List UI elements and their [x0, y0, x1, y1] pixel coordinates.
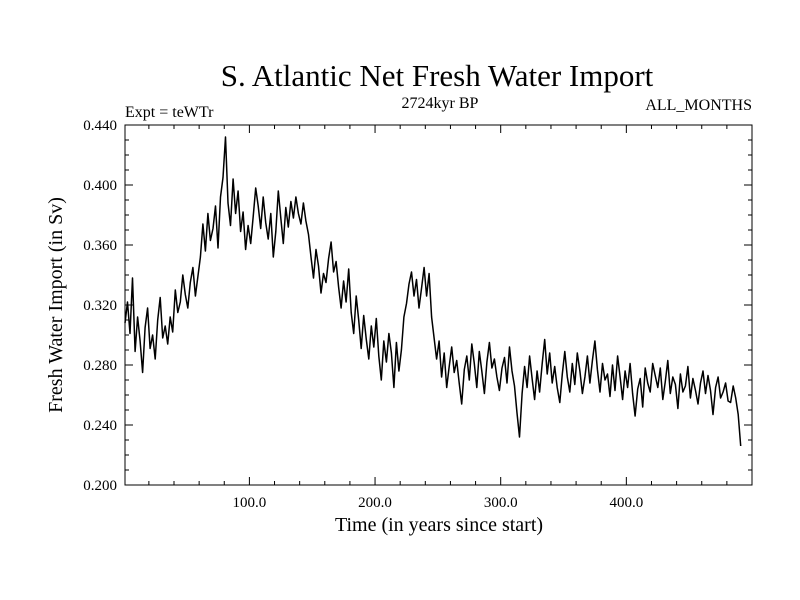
y-tick-label-6: 0.440 — [83, 118, 117, 134]
chart-title: S. Atlantic Net Fresh Water Import — [221, 58, 654, 93]
y-tick-label-4: 0.360 — [83, 238, 117, 254]
y-axis-label: Fresh Water Import (in Sv) — [45, 197, 67, 413]
plot-frame — [124, 124, 753, 486]
epoch-label: 2724kyr BP — [402, 95, 479, 112]
x-axis-label: Time (in years since start) — [335, 514, 543, 536]
y-tick-label-3: 0.320 — [83, 298, 117, 314]
x-tick-label-0: 100.0 — [233, 495, 267, 511]
x-tick-label-3: 400.0 — [609, 495, 643, 511]
x-tick-label-1: 200.0 — [358, 495, 392, 511]
series-line-0 — [124, 136, 742, 447]
y-tick-label-0: 0.200 — [83, 478, 117, 494]
x-tick-label-2: 300.0 — [484, 495, 518, 511]
y-tick-label-2: 0.280 — [83, 358, 117, 374]
y-tick-label-5: 0.400 — [83, 178, 117, 194]
y-tick-label-1: 0.240 — [83, 418, 117, 434]
months-label: ALL_MONTHS — [645, 97, 752, 114]
experiment-label: Expt = teWTr — [125, 104, 214, 121]
plot-area: 100.0 200.0 300.0 400.0 0.200 0.240 0.280 0.320… — [83, 118, 753, 511]
